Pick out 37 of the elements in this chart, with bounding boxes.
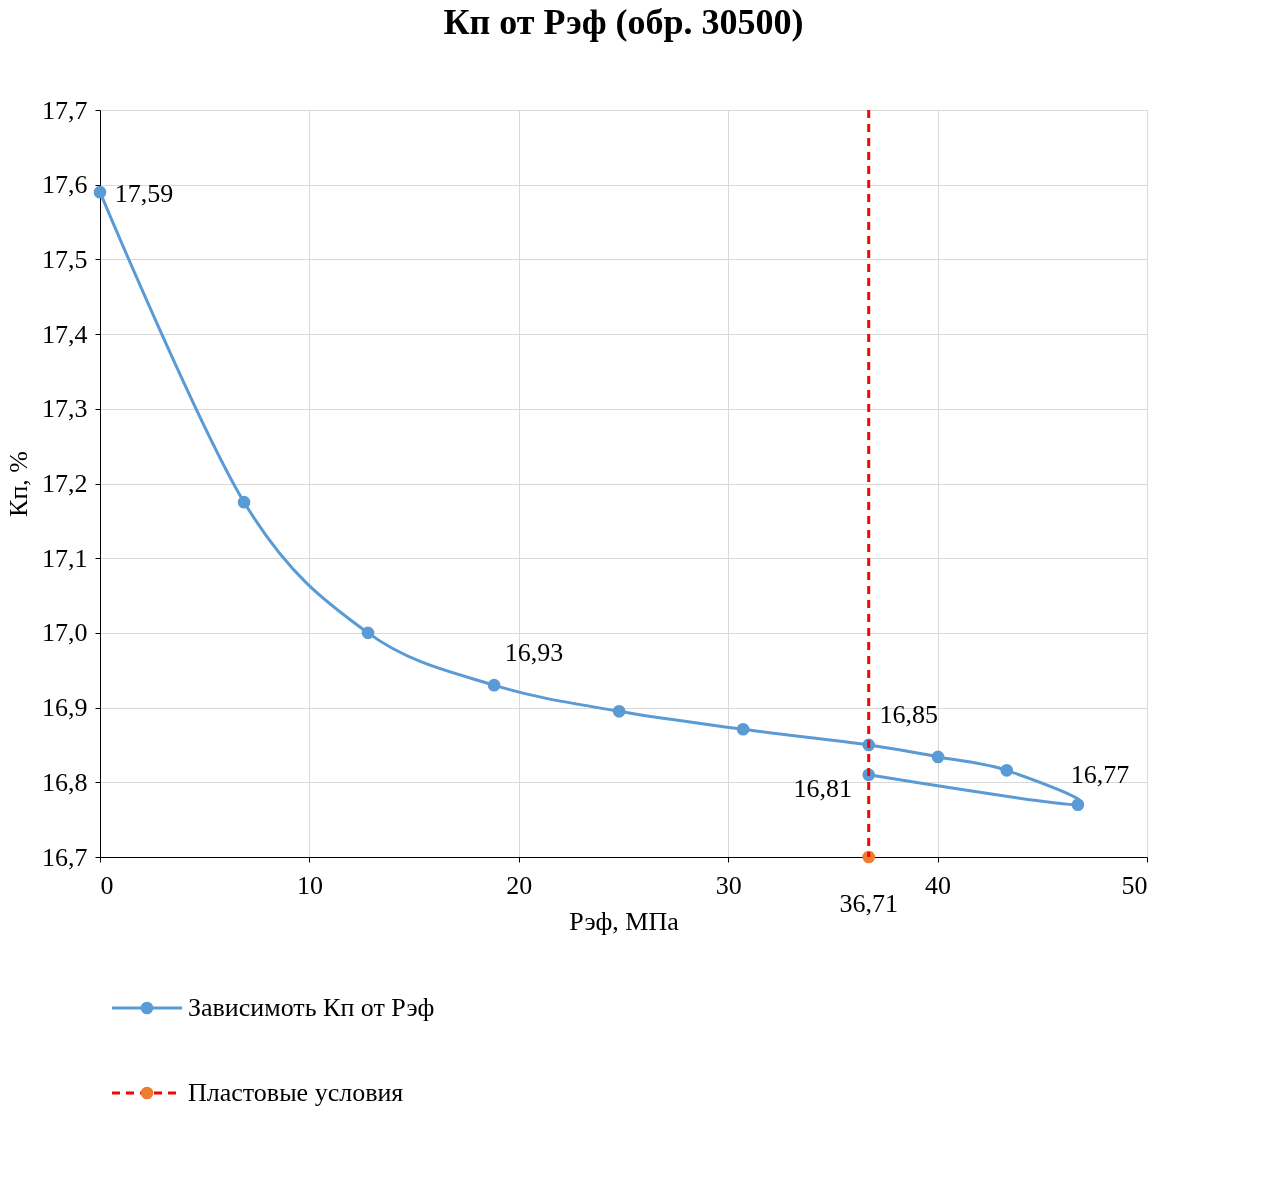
x-tick-label: 20 [506,870,533,900]
data-label: 16,81 [793,773,852,803]
y-tick-label: 16,7 [42,842,88,872]
point [361,626,375,640]
y-tick-label: 17,3 [42,394,88,424]
y-tick-label: 17,6 [42,170,88,200]
x-tick-label: 30 [715,870,742,900]
y-tick-label: 17,0 [42,618,88,648]
data-label: 16,93 [504,638,564,668]
data-label: 17,59 [114,179,174,209]
data-label: 16,77 [1070,759,1130,789]
y-tick-label: 16,8 [42,767,88,797]
x-tick-label: 40 [925,870,952,900]
point [237,495,251,509]
point [1071,798,1085,812]
x-axis-title: Рэф, МПа [569,906,680,936]
point [487,678,501,692]
data-label: 16,85 [879,699,938,729]
y-tick-label: 17,2 [42,469,88,498]
point [736,722,750,736]
x-tick-label: 50 [1121,870,1148,900]
x-tick-label: 10 [296,870,323,900]
y-tick-label: 16,9 [42,693,88,723]
y-tick-label: 17,4 [42,319,88,349]
chart-title: Кп от Рэф (обр. 30500) [443,2,804,42]
y-tick-label: 17,5 [42,244,88,274]
y-axis-title: Кп, % [4,451,33,517]
point [931,750,945,764]
point [93,185,107,199]
y-tick-label: 17,7 [42,95,88,125]
y-tick-label: 17,1 [42,543,88,573]
point [1000,764,1014,777]
legend-label: Пластовые условия [188,1078,404,1107]
point [612,705,626,718]
x-tick-label: 0 [100,870,114,900]
legend-label: Зависимоть Кп от Рэф [188,993,435,1022]
ref-line-label: 36,71 [839,889,898,918]
